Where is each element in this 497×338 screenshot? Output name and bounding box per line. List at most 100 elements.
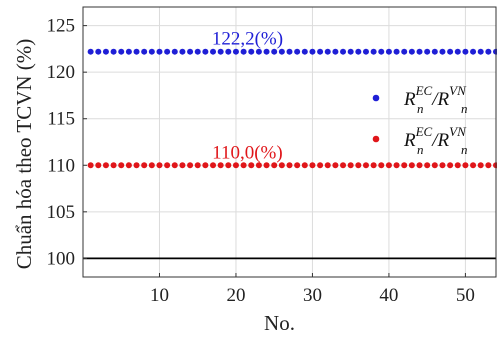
point-series-0 [156,48,163,55]
point-series-0 [210,48,217,55]
legend-sub2-series-1: n [461,142,468,157]
point-series-1 [263,162,270,169]
point-series-1 [454,162,461,169]
y-tick-label: 100 [47,248,76,269]
point-series-0 [332,48,339,55]
point-series-0 [171,48,178,55]
point-series-0 [454,48,461,55]
point-series-0 [401,48,408,55]
point-series-0 [462,48,469,55]
point-series-0 [416,48,423,55]
point-series-0 [447,48,454,55]
point-series-1 [401,162,408,169]
point-series-1 [271,162,278,169]
point-series-0 [439,48,446,55]
point-series-1 [210,162,217,169]
point-series-1 [378,162,385,169]
point-series-1 [286,162,293,169]
point-series-0 [187,48,194,55]
x-tick-label: 10 [150,285,169,306]
point-series-0 [194,48,201,55]
point-series-0 [470,48,477,55]
point-series-0 [125,48,132,55]
point-series-0 [378,48,385,55]
point-series-1 [187,162,194,169]
point-series-1 [294,162,301,169]
y-axis-label: Chuẩn hóa theo TCVN (%) [12,39,36,270]
point-series-0 [431,48,438,55]
point-series-0 [317,48,324,55]
point-series-0 [385,48,392,55]
point-series-0 [248,48,255,55]
point-series-1 [110,162,117,169]
y-tick-label: 115 [47,109,75,130]
point-series-1 [179,162,186,169]
point-series-0 [355,48,362,55]
point-series-0 [232,48,239,55]
point-series-0 [202,48,209,55]
point-series-1 [232,162,239,169]
point-series-1 [141,162,148,169]
point-series-1 [477,162,484,169]
plot-frame [82,6,497,278]
point-series-0 [87,48,94,55]
legend-sub2-series-0: n [461,101,468,116]
point-series-0 [294,48,301,55]
point-series-1 [362,162,369,169]
point-series-0 [278,48,285,55]
x-tick-label: 40 [379,285,398,306]
point-series-1 [439,162,446,169]
point-series-0 [263,48,270,55]
value-label-series-0: 122,2(%) [212,29,283,50]
legend-marker-series-1 [372,135,380,143]
point-series-0 [347,48,354,55]
point-series-0 [148,48,155,55]
point-series-0 [424,48,431,55]
point-series-1 [240,162,247,169]
point-series-1 [393,162,400,169]
point-series-1 [156,162,163,169]
point-series-1 [485,162,492,169]
point-series-1 [447,162,454,169]
point-series-0 [255,48,262,55]
x-tick-label: 30 [303,285,322,306]
point-series-1 [332,162,339,169]
point-series-0 [370,48,377,55]
y-tick-label: 125 [47,16,76,37]
legend-sub-series-1: n [417,142,424,157]
point-series-1 [431,162,438,169]
point-series-1 [340,162,347,169]
point-series-1 [416,162,423,169]
point-series-1 [324,162,331,169]
point-series-1 [317,162,324,169]
point-series-0 [309,48,316,55]
point-series-1 [255,162,262,169]
point-series-1 [370,162,377,169]
point-series-1 [462,162,469,169]
point-series-0 [485,48,492,55]
point-series-0 [340,48,347,55]
point-series-1 [225,162,232,169]
data-points [87,48,497,169]
legend-label-series-1: REC/RVN [403,124,467,151]
point-series-0 [102,48,109,55]
legend-sub-series-0: n [417,101,424,116]
point-series-0 [118,48,125,55]
point-series-0 [362,48,369,55]
point-series-0 [271,48,278,55]
point-series-1 [171,162,178,169]
x-tick-label: 50 [456,285,475,306]
point-series-1 [202,162,209,169]
point-series-1 [385,162,392,169]
point-series-1 [133,162,140,169]
legend-marker-series-0 [372,94,380,102]
point-series-1 [301,162,308,169]
point-series-1 [470,162,477,169]
point-series-0 [286,48,293,55]
point-series-1 [95,162,102,169]
point-series-0 [240,48,247,55]
y-tick-label: 110 [47,155,75,176]
point-series-1 [355,162,362,169]
x-tick-label: 20 [226,285,245,306]
